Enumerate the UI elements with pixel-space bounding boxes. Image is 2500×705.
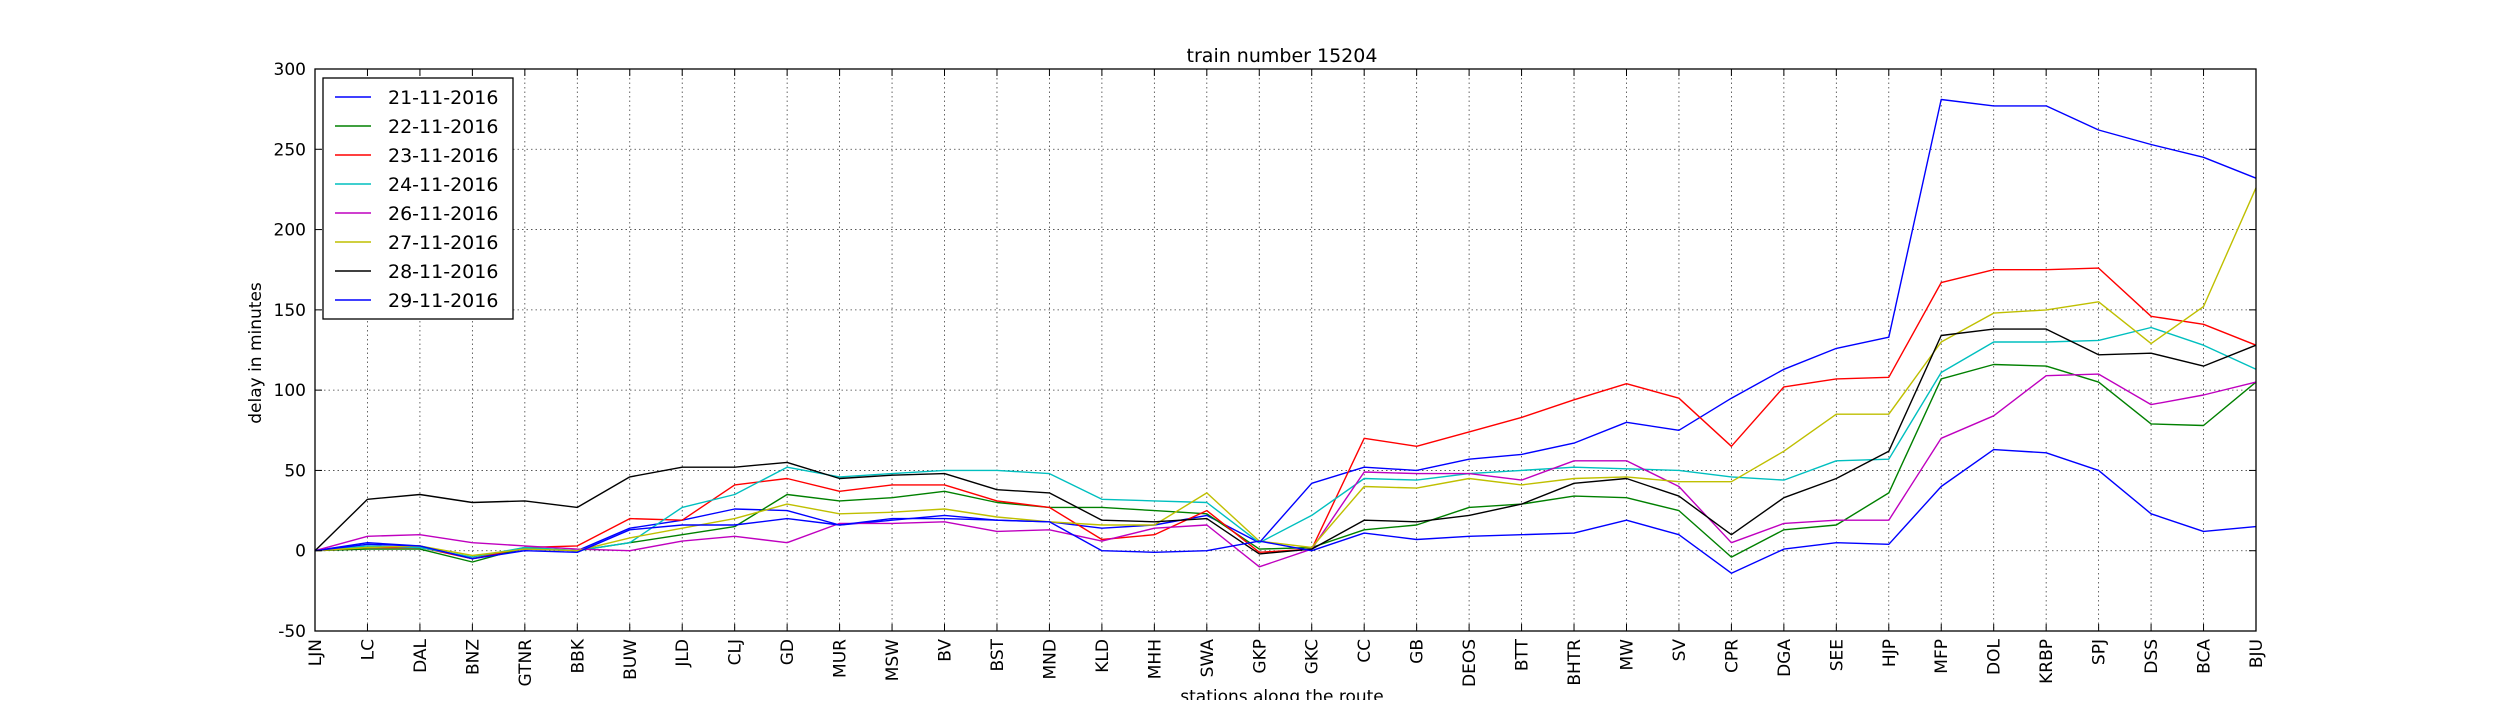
- y-tick-label: 50: [284, 461, 306, 481]
- legend-entry-label: 22-11-2016: [388, 116, 498, 138]
- x-tick-label: JLD: [673, 639, 693, 668]
- y-tick-label: 200: [274, 221, 306, 241]
- x-tick-label: GTNR: [516, 639, 536, 687]
- y-tick-label: 0: [295, 542, 306, 562]
- x-tick-label: GB: [1408, 639, 1428, 664]
- x-tick-label: LC: [358, 639, 378, 660]
- x-tick-label: CPR: [1722, 639, 1742, 673]
- x-tick-label: DSS: [2142, 639, 2162, 674]
- x-tick-label: BNZ: [463, 639, 483, 675]
- series-line-23-11-2016: [314, 267, 2257, 560]
- y-tick-label: -50: [278, 622, 306, 642]
- x-tick-label: BV: [936, 639, 956, 662]
- x-tick-label: KRBP: [2037, 639, 2057, 684]
- legend: 21-11-2016 22-11-2016 23-11-2016 24-11-2016…: [322, 77, 514, 320]
- x-tick-label: MND: [1040, 639, 1060, 679]
- chart-title: train number 15204: [1187, 45, 1378, 67]
- x-tick-label: MHH: [1145, 639, 1165, 679]
- y-tick-label: 250: [274, 140, 306, 160]
- legend-entry-label: 29-11-2016: [388, 290, 498, 312]
- y-tick-label: 300: [274, 60, 306, 80]
- series-line-21-11-2016: [314, 98, 2257, 560]
- x-tick-label: BTT: [1513, 638, 1533, 671]
- x-tick-label: GKP: [1250, 639, 1270, 674]
- x-tick-label: BST: [988, 638, 1008, 671]
- y-axis-label: delay in minutes: [246, 282, 266, 424]
- series-line-29-11-2016: [314, 448, 2257, 574]
- x-tick-label: MUR: [831, 639, 851, 678]
- x-tick-label: CC: [1355, 639, 1375, 663]
- x-tick-label: BBK: [568, 638, 588, 673]
- x-tick-label: BUW: [621, 639, 641, 680]
- x-tick-label: BHTR: [1565, 639, 1585, 686]
- series-line-22-11-2016: [314, 363, 2257, 563]
- x-tick-label: BCA: [2195, 639, 2215, 674]
- legend-entry-label: 24-11-2016: [388, 174, 498, 196]
- x-tick-label: DOL: [1985, 638, 2005, 674]
- x-tick-label: SV: [1670, 639, 1690, 662]
- x-tick-label: DEOS: [1460, 639, 1480, 687]
- x-tick-label: KLD: [1093, 639, 1113, 673]
- series-line-28-11-2016: [314, 328, 2257, 555]
- x-tick-label: CLJ: [726, 639, 746, 665]
- series-lines: [314, 98, 2257, 574]
- legend-entry-label: 21-11-2016: [388, 87, 498, 109]
- x-tick-label: MSW: [883, 639, 903, 681]
- x-tick-label: MFP: [1932, 639, 1952, 674]
- x-tick-label: SWA: [1198, 639, 1218, 678]
- x-tick-label: DAL: [411, 638, 431, 672]
- axis-ticks: -50 0 50 100 150 200 250 300 LJN LC DAL BNZ GTNR BBK B…: [274, 60, 2267, 687]
- x-tick-label: SEE: [1827, 639, 1847, 671]
- y-tick-label: 150: [274, 301, 306, 321]
- x-tick-label: GKC: [1303, 639, 1323, 674]
- legend-entry-label: 27-11-2016: [388, 232, 498, 254]
- x-tick-label: DGA: [1775, 639, 1795, 677]
- legend-entry-label: 23-11-2016: [388, 145, 498, 167]
- plot-area-frame: [314, 68, 2257, 632]
- y-tick-label: 100: [274, 381, 306, 401]
- legend-entry-label: 28-11-2016: [388, 261, 498, 283]
- x-tick-label: BJU: [2247, 639, 2267, 668]
- x-tick-label: HJP: [1880, 639, 1900, 667]
- x-tick-label: GD: [778, 639, 798, 665]
- legend-box: [322, 77, 514, 320]
- x-axis-label: stations along the route: [1180, 687, 1384, 700]
- legend-entry-label: 26-11-2016: [388, 203, 498, 225]
- x-tick-label: MW: [1617, 639, 1637, 671]
- x-tick-label: SPJ: [2090, 639, 2110, 665]
- series-line-26-11-2016: [314, 373, 2257, 568]
- x-tick-label: LJN: [306, 639, 326, 666]
